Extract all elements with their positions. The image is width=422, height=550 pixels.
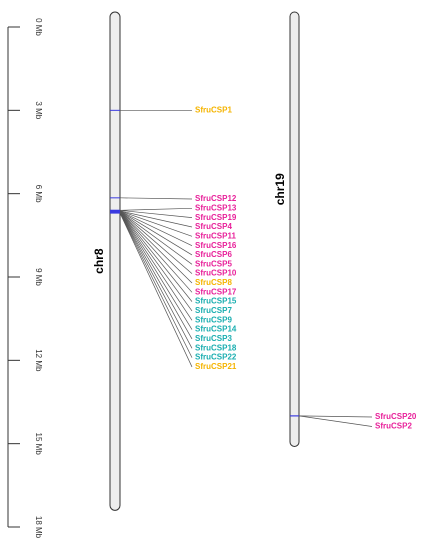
gene-connector bbox=[119, 212, 193, 321]
gene-label: SfruCSP14 bbox=[195, 325, 237, 334]
gene-connector bbox=[119, 211, 193, 284]
scale-label: 0 Mb bbox=[34, 18, 43, 36]
gene-label: SfruCSP13 bbox=[195, 203, 237, 212]
gene-connector bbox=[119, 211, 193, 293]
gene-label: SfruCSP16 bbox=[195, 241, 237, 250]
gene-label: SfruCSP20 bbox=[375, 412, 417, 421]
gene-connector bbox=[119, 212, 193, 368]
chromosome bbox=[109, 11, 121, 511]
gene-label: SfruCSP12 bbox=[195, 194, 237, 203]
scale-label: 12 Mb bbox=[34, 349, 43, 372]
gene-label: SfruCSP9 bbox=[195, 315, 232, 324]
chromosome-name: chr8 bbox=[92, 248, 106, 274]
scale-label: 15 Mb bbox=[34, 433, 43, 456]
gene-label: SfruCSP6 bbox=[195, 250, 232, 259]
scale-label: 6 Mb bbox=[34, 185, 43, 203]
gene-label: SfruCSP22 bbox=[195, 353, 237, 362]
gene-connector bbox=[119, 210, 193, 237]
scale-label: 9 Mb bbox=[34, 268, 43, 286]
gene-connector bbox=[119, 212, 193, 358]
gene-connector bbox=[119, 207, 193, 211]
gene-connector bbox=[119, 212, 193, 349]
gene-label: SfruCSP10 bbox=[195, 269, 237, 278]
gene-label: SfruCSP7 bbox=[195, 306, 232, 315]
gene-connector bbox=[119, 211, 193, 302]
gene-connector bbox=[119, 210, 193, 228]
scale-label: 3 Mb bbox=[34, 101, 43, 119]
gene-connector bbox=[119, 212, 193, 340]
gene-label: SfruCSP3 bbox=[195, 334, 232, 343]
gene-connector bbox=[119, 197, 193, 200]
gene-label: SfruCSP5 bbox=[195, 259, 232, 268]
gene-label: SfruCSP11 bbox=[195, 231, 236, 240]
gene-connector bbox=[298, 415, 373, 418]
scale-label: 18 Mb bbox=[34, 516, 43, 539]
gene-label: SfruCSP15 bbox=[195, 297, 237, 306]
gene-label: SfruCSP2 bbox=[375, 422, 412, 431]
gene-label: SfruCSP18 bbox=[195, 343, 237, 352]
chromosome bbox=[289, 11, 300, 447]
gene-label: SfruCSP21 bbox=[195, 362, 237, 371]
chromosome-name: chr19 bbox=[273, 173, 287, 205]
gene-label: SfruCSP19 bbox=[195, 213, 237, 222]
gene-connector bbox=[119, 209, 193, 219]
gene-label: SfruCSP1 bbox=[195, 105, 232, 114]
gene-connector bbox=[119, 212, 193, 330]
gene-connector bbox=[298, 415, 373, 427]
gene-connector bbox=[119, 211, 193, 265]
gene-connector bbox=[119, 210, 193, 246]
gene-connector bbox=[119, 211, 193, 312]
gene-connector bbox=[119, 210, 193, 256]
gene-label: SfruCSP4 bbox=[195, 222, 232, 231]
gene-label: SfruCSP17 bbox=[195, 287, 237, 296]
gene-label: SfruCSP8 bbox=[195, 278, 232, 287]
gene-connector bbox=[119, 211, 193, 274]
